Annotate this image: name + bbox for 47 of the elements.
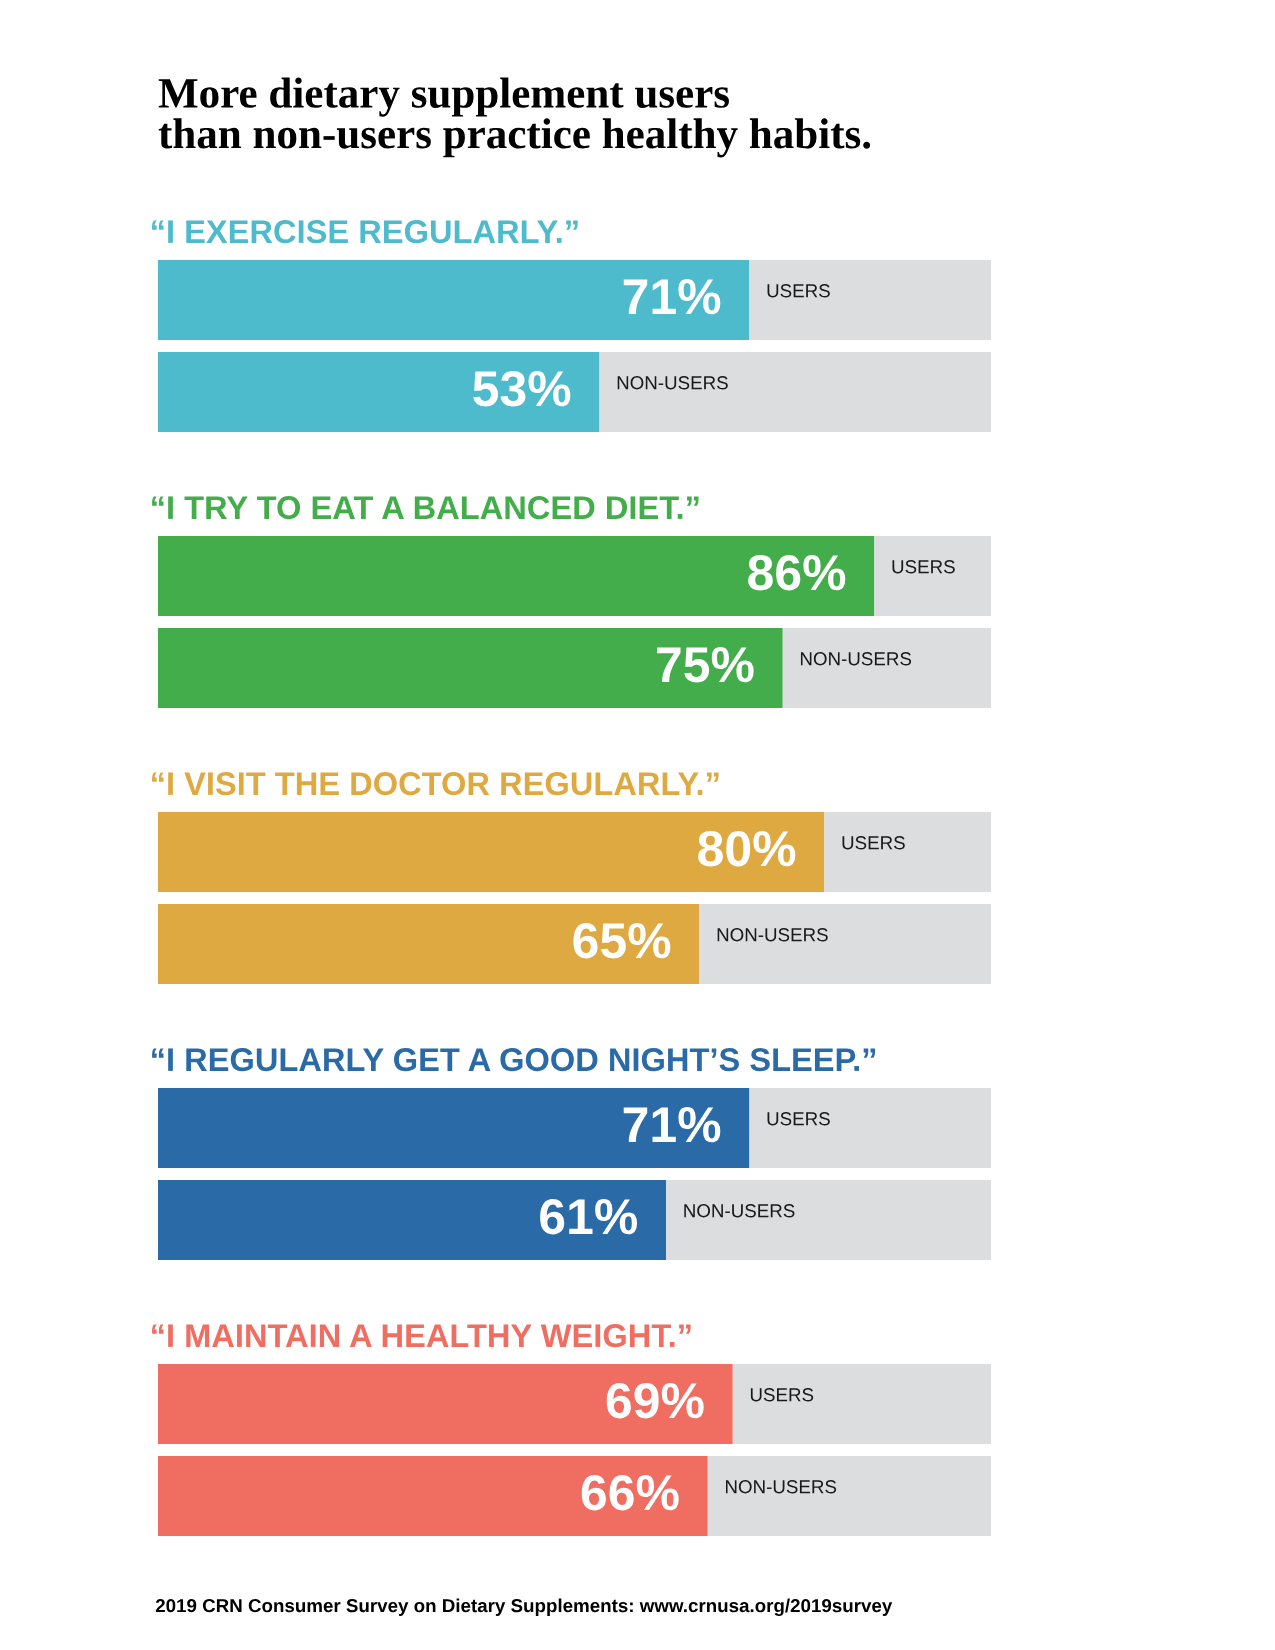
- y-tick-label: USERS: [892, 560, 955, 574]
- bar: [158, 1456, 708, 1536]
- bar: [749, 1088, 991, 1168]
- bar: [599, 352, 991, 432]
- bar: [666, 1180, 991, 1260]
- data-label: 69%: [606, 1382, 704, 1419]
- y-tick-label: NON-USERS: [717, 928, 828, 942]
- y-tick-label: NON-USERS: [684, 1204, 795, 1218]
- bar: [874, 536, 991, 616]
- bar: [158, 1088, 750, 1168]
- bar: [158, 628, 783, 708]
- bar: [824, 812, 991, 892]
- y-tick-label: “I TRY TO EAT A BALANCED DIET.”: [152, 496, 699, 520]
- data-label: 66%: [581, 1474, 679, 1511]
- text: 2019 CRN Consumer Survey on Dietary Supplements: www.crnusa.org/2019survey: [155, 1598, 893, 1617]
- bar: [158, 260, 750, 340]
- y-tick-label: “I EXERCISE REGULARLY.”: [152, 220, 578, 244]
- y-tick-label: “I MAINTAIN A HEALTHY WEIGHT.”: [152, 1324, 691, 1348]
- chart-title: More dietary supplement users than non-users practice healthy habits.: [158, 77, 871, 158]
- y-tick-label: NON-USERS: [725, 1480, 837, 1494]
- bar: [158, 1180, 667, 1260]
- y-tick-label: USERS: [767, 1112, 830, 1126]
- y-tick-label: “I VISIT THE DOCTOR REGULARLY.”: [152, 772, 719, 796]
- data-label: 75%: [657, 647, 754, 683]
- data-label: 53%: [473, 370, 571, 407]
- data-label: 86%: [748, 554, 846, 591]
- bar: [158, 536, 875, 616]
- bar: [158, 904, 700, 984]
- y-tick-label: USERS: [842, 836, 905, 850]
- bar: [732, 1364, 991, 1444]
- bar: [158, 1364, 733, 1444]
- bar: [782, 628, 991, 708]
- bar: [707, 1456, 991, 1536]
- y-tick-label: USERS: [767, 284, 830, 298]
- data-label: 65%: [573, 922, 671, 959]
- data-label: 71%: [623, 1107, 721, 1143]
- bar: [158, 352, 600, 432]
- bar: [158, 812, 825, 892]
- y-tick-label: “I REGULARLY GET A GOOD NIGHT’S SLEEP.”: [152, 1048, 876, 1072]
- y-tick-label: NON-USERS: [617, 376, 728, 390]
- data-label: 61%: [540, 1198, 638, 1235]
- bar: [749, 260, 991, 340]
- y-tick-label: USERS: [750, 1388, 814, 1402]
- data-label: 71%: [623, 279, 721, 315]
- y-tick-label: NON-USERS: [800, 652, 912, 666]
- bar: [699, 904, 991, 984]
- data-label: 80%: [698, 830, 796, 867]
